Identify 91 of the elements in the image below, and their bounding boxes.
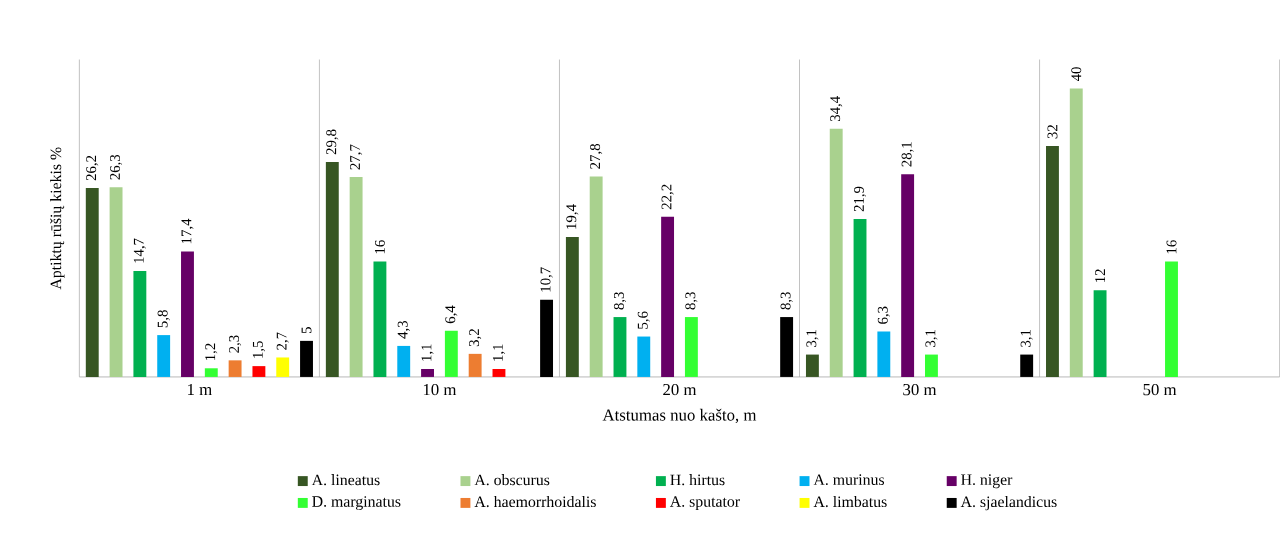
bar bbox=[373, 261, 387, 378]
bar bbox=[877, 331, 891, 378]
data-label: 3,1 bbox=[925, 330, 938, 348]
y-axis-title: Aptiktų rūšių kiekis % bbox=[50, 147, 65, 290]
data-label: 1,2 bbox=[205, 343, 218, 361]
bar bbox=[613, 317, 627, 378]
data-label: 14,7 bbox=[133, 238, 146, 263]
bar bbox=[589, 176, 603, 378]
data-label: 34,4 bbox=[830, 96, 843, 122]
bar bbox=[204, 368, 218, 378]
x-tick-label: 20 m bbox=[663, 384, 697, 396]
bar bbox=[901, 174, 915, 378]
x-tick-label: 30 m bbox=[903, 384, 937, 396]
data-label: 2,7 bbox=[276, 332, 289, 351]
data-label: 4,3 bbox=[397, 321, 410, 339]
bar bbox=[1069, 88, 1083, 378]
bar bbox=[300, 341, 313, 378]
bar bbox=[157, 335, 171, 378]
bar bbox=[109, 187, 123, 378]
bar bbox=[397, 346, 411, 378]
bar bbox=[325, 162, 339, 378]
data-label: 29,8 bbox=[326, 129, 339, 155]
data-label: 26,2 bbox=[86, 156, 99, 181]
data-label: 40 bbox=[1071, 67, 1082, 82]
data-label: 2,3 bbox=[229, 335, 242, 353]
bar bbox=[349, 177, 363, 378]
data-label: 8,3 bbox=[685, 292, 698, 310]
bar bbox=[468, 354, 482, 378]
bar bbox=[133, 271, 147, 378]
data-label: 32 bbox=[1047, 125, 1058, 139]
data-label: 3,2 bbox=[469, 329, 482, 347]
bar bbox=[684, 317, 698, 378]
x-tick-label: 50 m bbox=[1143, 384, 1177, 396]
data-label: 3,1 bbox=[806, 330, 819, 348]
data-label: 5,6 bbox=[637, 311, 650, 329]
legend-label: A. lineatus bbox=[311, 474, 380, 486]
legend-label: A. murinus bbox=[813, 474, 885, 486]
bar bbox=[1165, 261, 1178, 378]
legend-label: A. sputator bbox=[669, 496, 740, 511]
bar bbox=[853, 219, 867, 378]
data-label: 3,1 bbox=[1020, 330, 1033, 348]
data-label: 26,3 bbox=[110, 155, 123, 180]
data-label: 16 bbox=[374, 240, 385, 254]
data-label: 28,1 bbox=[901, 142, 914, 167]
data-label: 8,3 bbox=[780, 292, 793, 310]
legend-label: H. niger bbox=[961, 474, 1013, 489]
legend-label: A. haemorrhoidalis bbox=[474, 496, 596, 508]
data-label: 5 bbox=[301, 327, 312, 334]
bar bbox=[780, 317, 794, 378]
bar bbox=[1020, 354, 1034, 378]
data-label: 17,4 bbox=[181, 218, 194, 244]
bar bbox=[1093, 290, 1107, 378]
bar bbox=[444, 330, 458, 378]
bar bbox=[228, 360, 242, 378]
bar bbox=[661, 216, 675, 378]
bar bbox=[540, 299, 554, 378]
bar bbox=[85, 188, 99, 378]
data-label: 12 bbox=[1095, 269, 1105, 283]
data-label: 5,8 bbox=[157, 310, 170, 328]
bar bbox=[829, 128, 843, 378]
data-label: 1,5 bbox=[252, 341, 265, 359]
legend-label: A. obscurus bbox=[474, 474, 550, 486]
bar bbox=[925, 354, 938, 378]
bar bbox=[421, 369, 434, 378]
x-tick-label: 1 m bbox=[188, 384, 212, 396]
legend-label: H. hirtus bbox=[670, 474, 725, 486]
legend-label: D. marginatus bbox=[312, 496, 401, 511]
data-label: 1,1 bbox=[492, 344, 505, 361]
legend-label: A. limbatus bbox=[813, 496, 887, 508]
bar bbox=[1046, 146, 1059, 378]
data-label: 8,3 bbox=[613, 292, 627, 310]
data-label: 10,7 bbox=[540, 267, 553, 292]
bar bbox=[492, 369, 506, 378]
bar bbox=[252, 366, 266, 378]
legend-label: A. sjaelandicus bbox=[960, 496, 1057, 511]
data-label: 27,8 bbox=[590, 144, 603, 169]
bar bbox=[276, 357, 290, 378]
data-label: 6,3 bbox=[877, 306, 890, 325]
data-label: 19,4 bbox=[566, 204, 579, 229]
data-label: 21,9 bbox=[854, 186, 867, 212]
data-label: 22,2 bbox=[661, 184, 674, 210]
x-tick-label: 10 m bbox=[423, 384, 457, 396]
bar bbox=[637, 336, 651, 378]
data-label: 6,4 bbox=[445, 305, 458, 324]
data-label: 1,1 bbox=[421, 344, 434, 361]
bar bbox=[565, 237, 579, 378]
data-label: 27,7 bbox=[350, 144, 363, 170]
bar bbox=[181, 251, 194, 378]
x-axis-title: Atstumas nuo kašto, m bbox=[602, 409, 757, 424]
data-label: 16 bbox=[1166, 240, 1177, 254]
bar bbox=[805, 354, 819, 378]
